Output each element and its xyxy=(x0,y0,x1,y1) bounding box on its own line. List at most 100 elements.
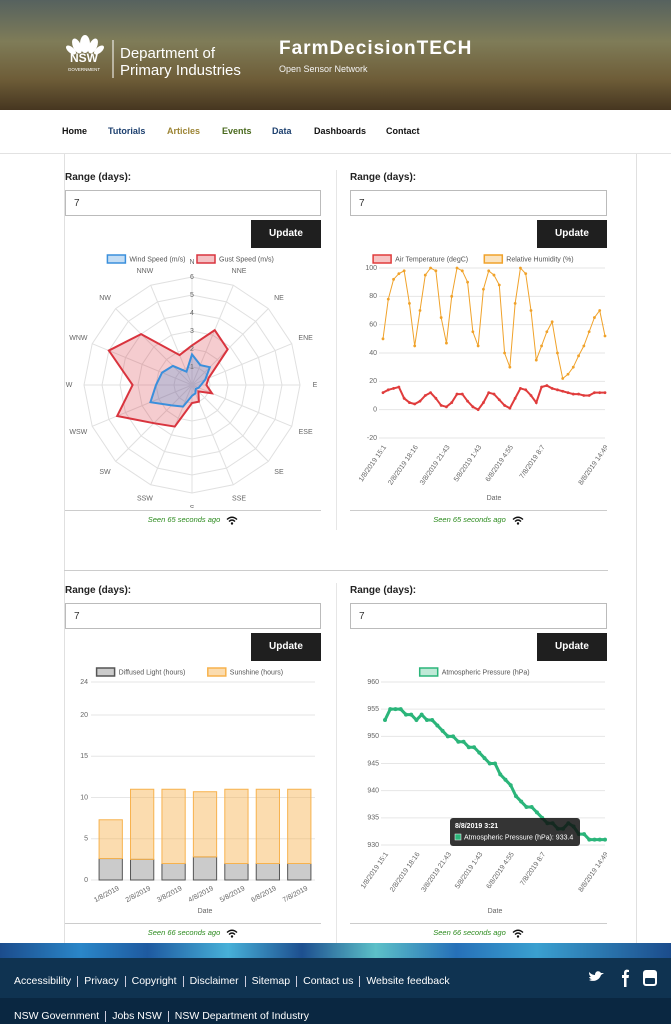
data-point xyxy=(513,302,517,305)
legend-label: Gust Speed (m/s) xyxy=(219,256,274,263)
nav-link[interactable]: Data xyxy=(272,126,292,136)
footer-stripe xyxy=(0,943,671,958)
data-point xyxy=(418,399,422,403)
x-tick-label: 2/8/2019 xyxy=(125,885,152,904)
facebook-icon[interactable] xyxy=(622,969,629,987)
wifi-arc xyxy=(226,929,238,935)
data-point xyxy=(397,272,401,276)
data-point xyxy=(409,712,414,717)
spoke xyxy=(191,285,234,386)
y-tick-label: 945 xyxy=(367,760,379,767)
header-graphics: NSW GOVERNMENT Department of Primary Ind… xyxy=(66,35,471,79)
footer-link[interactable]: Website feedback xyxy=(359,976,455,987)
legend-swatch xyxy=(207,667,227,677)
data-point xyxy=(497,398,501,402)
tooltip-swatch xyxy=(454,833,462,841)
data-point xyxy=(471,405,475,409)
range-input[interactable]: 7 xyxy=(350,603,607,629)
data-point xyxy=(592,837,597,842)
twitter-icon[interactable] xyxy=(589,971,604,981)
data-point xyxy=(508,406,512,410)
tooltip-text: Atmospheric Pressure (hPa): 933.4 xyxy=(464,834,573,841)
direction-label: S xyxy=(190,505,195,508)
data-point xyxy=(571,392,575,396)
logo-text: NSW xyxy=(70,51,99,65)
data-point xyxy=(513,396,517,400)
status-text: Seen 65 seconds ago xyxy=(147,515,221,524)
data-point xyxy=(603,837,607,842)
spoke xyxy=(191,384,269,462)
direction-label: W xyxy=(66,382,73,389)
footer-link[interactable]: Sitemap xyxy=(244,976,297,987)
data-point xyxy=(450,401,454,404)
nav-link[interactable]: Dashboards xyxy=(314,126,367,136)
data-point xyxy=(571,365,575,369)
data-point xyxy=(598,309,602,312)
data-point xyxy=(524,388,528,392)
content-border xyxy=(636,154,637,943)
nav-link[interactable]: Tutorials xyxy=(108,126,146,136)
footer-link[interactable]: Jobs NSW xyxy=(105,1011,168,1022)
data-point xyxy=(445,341,448,345)
data-point xyxy=(413,402,417,406)
range-input[interactable]: 7 xyxy=(65,190,321,216)
data-point xyxy=(566,391,570,395)
nav-link[interactable]: Home xyxy=(62,126,88,136)
data-point xyxy=(472,745,477,750)
data-point xyxy=(419,712,424,717)
data-point xyxy=(413,344,417,348)
legend-swatch xyxy=(418,667,439,677)
logo-subtext: GOVERNMENT xyxy=(68,67,101,72)
y-tick-label: 20 xyxy=(369,378,377,385)
data-point xyxy=(498,772,503,777)
x-tick-label: 7/8/2019 xyxy=(282,885,309,904)
data-point xyxy=(598,391,602,395)
bar-segment xyxy=(287,788,312,864)
x-tick-label: 3/8/2019 21:43 xyxy=(419,444,452,486)
footer-link[interactable]: Disclaimer xyxy=(182,976,245,987)
data-point xyxy=(423,273,427,277)
update-button[interactable]: Update xyxy=(251,220,321,248)
data-point xyxy=(529,804,534,809)
footer-link[interactable]: NSW Government xyxy=(14,1010,100,1022)
data-point xyxy=(508,783,513,788)
panel: Range (days): 7 Update Diffused Light (hour… xyxy=(65,583,321,943)
nav-link[interactable]: Contact xyxy=(386,126,420,136)
footer-link[interactable]: Copyright xyxy=(124,976,183,987)
legend-swatch xyxy=(95,667,116,677)
direction-label: SSW xyxy=(137,495,153,502)
footer-link[interactable]: Privacy xyxy=(77,976,124,987)
site-subtitle: Open Sensor Network xyxy=(279,64,368,74)
data-point xyxy=(393,707,398,712)
spoke xyxy=(150,384,193,485)
footer-link[interactable]: Contact us xyxy=(296,976,359,987)
data-point xyxy=(492,273,496,277)
data-point xyxy=(435,723,440,728)
nav-link[interactable]: Articles xyxy=(167,126,201,136)
data-point xyxy=(587,330,591,334)
legend-label: Air Temperature (degC) xyxy=(395,256,468,263)
data-point xyxy=(503,404,506,407)
nav-border xyxy=(0,153,671,154)
y-tick-label: -20 xyxy=(367,435,377,442)
bar-segment xyxy=(224,863,249,881)
waratah-logo xyxy=(66,35,104,55)
data-point xyxy=(476,344,480,348)
update-button[interactable]: Update xyxy=(537,633,607,661)
bar-segment xyxy=(130,788,155,860)
data-point xyxy=(466,399,469,403)
y-tick-label: 930 xyxy=(367,842,379,849)
range-input[interactable]: 7 xyxy=(350,190,607,216)
update-button[interactable]: Update xyxy=(537,220,607,248)
data-point xyxy=(593,391,596,395)
footer-link[interactable]: NSW Department of Industry xyxy=(167,1011,315,1022)
nav-link[interactable]: Events xyxy=(222,126,252,136)
data-point xyxy=(524,272,528,276)
footer-link[interactable]: Accessibility xyxy=(14,975,72,987)
x-tick-label: 5/8/2019 1:43 xyxy=(454,851,484,890)
data-point xyxy=(508,365,512,369)
range-input[interactable]: 7 xyxy=(65,603,321,629)
update-button[interactable]: Update xyxy=(251,633,321,661)
status-bar: Seen 65 seconds ago xyxy=(65,510,321,525)
